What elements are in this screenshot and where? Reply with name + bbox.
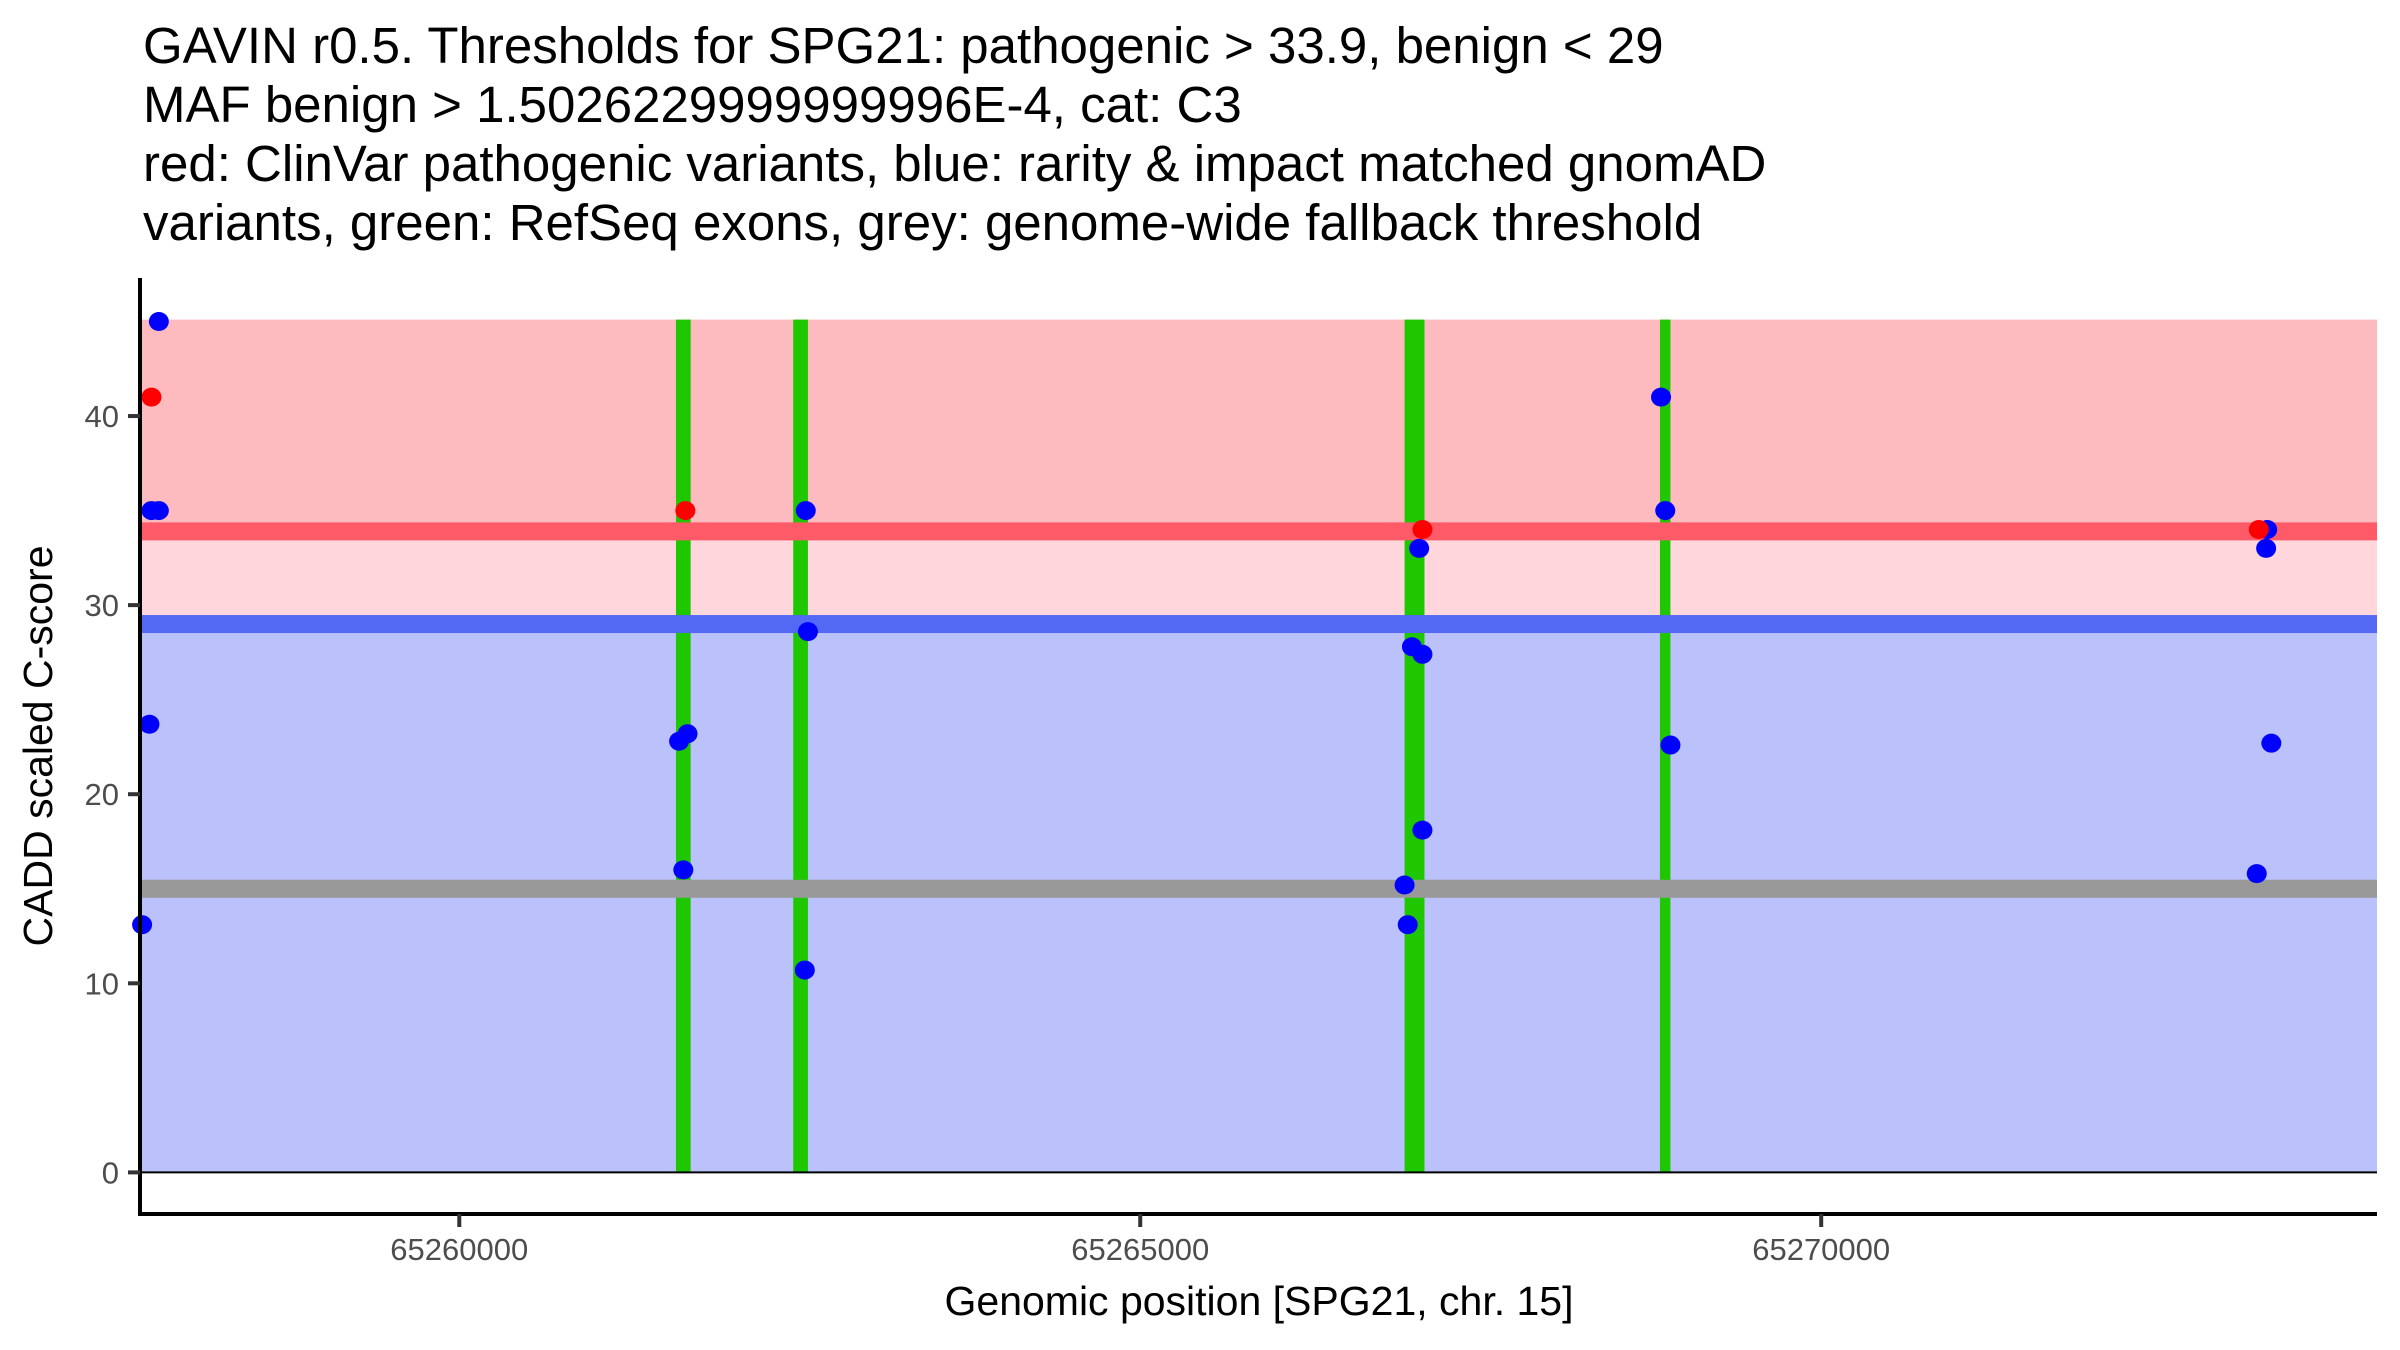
benign-threshold-line (142, 615, 2377, 634)
benign-region (142, 624, 2377, 1173)
pathogenic-threshold-line (142, 522, 2377, 541)
threshold-lines (142, 522, 2377, 898)
x-axis-title: Genomic position [SPG21, chr. 15] (945, 1278, 1574, 1324)
gnomad-variant-point (1394, 875, 1415, 895)
fallback-threshold-line (142, 879, 2377, 898)
gnomad-variant-point (132, 915, 153, 935)
clinvar-variant-point (1412, 519, 1433, 539)
x-tick-label: 65270000 (1752, 1232, 1890, 1267)
x-tick-label: 65265000 (1071, 1232, 1209, 1267)
score-regions (142, 319, 2377, 1173)
variant-points (132, 311, 2282, 980)
gnomad-variant-point (673, 860, 694, 880)
gnomad-variant-point (148, 311, 169, 331)
x-tick-label: 65260000 (390, 1232, 528, 1267)
gnomad-variant-point (1412, 644, 1433, 664)
x-axis-ticks: 65260000 65265000 65270000 (390, 1214, 1890, 1267)
y-tick-label: 20 (85, 777, 119, 812)
title-line-4: variants, green: RefSeq exons, grey: gen… (143, 194, 1702, 251)
x-axis: 65260000 65265000 65270000 (138, 1212, 2377, 1267)
gnomad-variant-point (1655, 501, 1676, 521)
y-axis-title: CADD scaled C-score (15, 546, 61, 947)
clinvar-variant-point (675, 501, 696, 521)
title-line-3: red: ClinVar pathogenic variants, blue: … (143, 135, 1766, 192)
gnomad-variant-point (1397, 915, 1418, 935)
gnomad-variant-point (1660, 735, 1681, 755)
y-axis-ticks: 0 10 20 30 40 (85, 399, 140, 1190)
intermediate-region (142, 531, 2377, 625)
pathogenic-region (142, 319, 2377, 532)
chart-title: GAVIN r0.5. Thresholds for SPG21: pathog… (143, 17, 1766, 251)
y-tick-label: 10 (85, 966, 119, 1001)
gnomad-variant-point (1412, 820, 1433, 840)
gnomad-variant-point (1409, 538, 1430, 558)
gnomad-variant-point (795, 501, 816, 521)
gnomad-variant-point (1651, 387, 1672, 407)
gnomad-variant-point (794, 960, 815, 980)
gnomad-variant-point (2261, 733, 2282, 753)
title-line-2: MAF benign > 1.5026229999999996E-4, cat:… (143, 76, 1242, 133)
y-tick-label: 30 (85, 588, 119, 623)
y-axis: 0 10 20 30 40 (85, 278, 142, 1216)
gnomad-variant-point (139, 714, 160, 734)
clinvar-variant-point (141, 387, 162, 407)
gnomad-variant-point (797, 622, 818, 642)
gnomad-variant-point (2246, 864, 2267, 884)
series-clinvar (141, 387, 2269, 539)
series-gnomad (132, 311, 2282, 980)
clinvar-variant-point (2248, 519, 2269, 539)
exon-bar-2 (793, 319, 808, 1173)
gnomad-variant-point (669, 731, 690, 751)
gnomad-variant-point (2256, 538, 2277, 558)
y-tick-label: 40 (85, 399, 119, 434)
gnomad-variant-point (148, 501, 169, 521)
y-tick-label: 0 (102, 1155, 119, 1190)
exon-bar-3 (1404, 319, 1425, 1173)
title-line-1: GAVIN r0.5. Thresholds for SPG21: pathog… (143, 17, 1664, 74)
